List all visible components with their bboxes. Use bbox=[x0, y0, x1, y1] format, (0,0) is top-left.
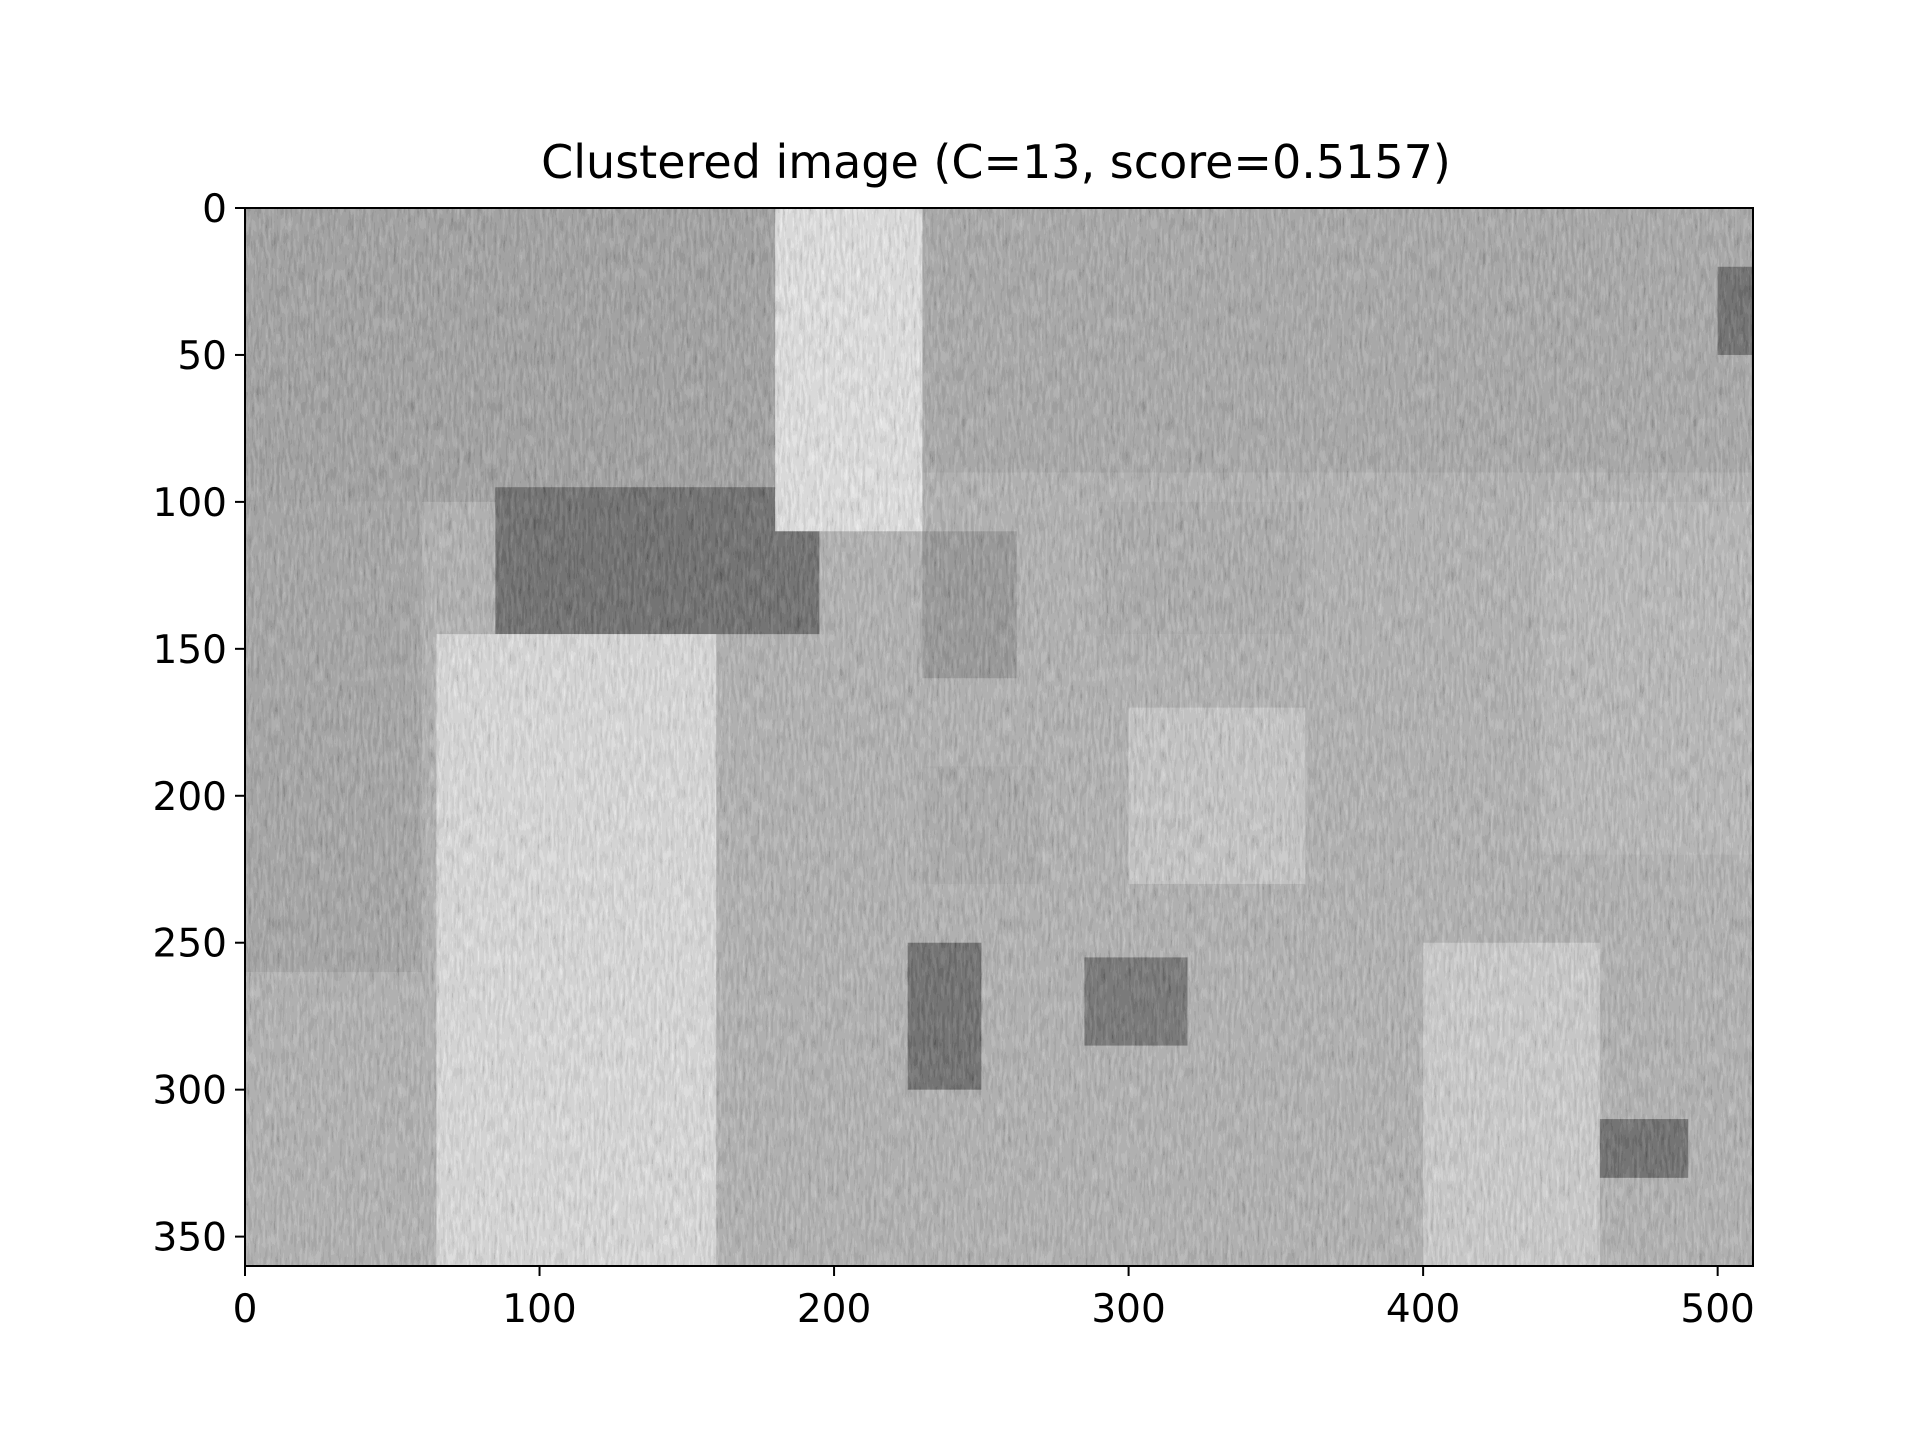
y-tick-label: 250 bbox=[153, 922, 227, 967]
x-tick-label: 100 bbox=[502, 1287, 576, 1332]
y-tick-label: 350 bbox=[153, 1216, 227, 1261]
x-tick-label: 500 bbox=[1680, 1287, 1754, 1332]
image-texture bbox=[245, 208, 1753, 1266]
y-tick-label: 0 bbox=[202, 187, 227, 232]
plot-frame bbox=[244, 207, 1754, 1267]
x-tick-label: 200 bbox=[797, 1287, 871, 1332]
y-tick-label: 200 bbox=[153, 775, 227, 820]
clustered-image bbox=[245, 208, 1753, 1266]
x-tick-label: 300 bbox=[1091, 1287, 1165, 1332]
y-tick-label: 50 bbox=[177, 334, 227, 379]
chart-title: Clustered image (C=13, score=0.5157) bbox=[541, 135, 1451, 189]
y-tick-label: 100 bbox=[153, 481, 227, 526]
x-tick-label: 0 bbox=[233, 1287, 258, 1332]
y-tick-label: 300 bbox=[153, 1069, 227, 1114]
y-tick-label: 150 bbox=[153, 628, 227, 673]
axes: 0 100 200 300 400 500 0 50 100 150 200 250 300 350 bbox=[153, 187, 1755, 1332]
x-tick-label: 400 bbox=[1386, 1287, 1460, 1332]
